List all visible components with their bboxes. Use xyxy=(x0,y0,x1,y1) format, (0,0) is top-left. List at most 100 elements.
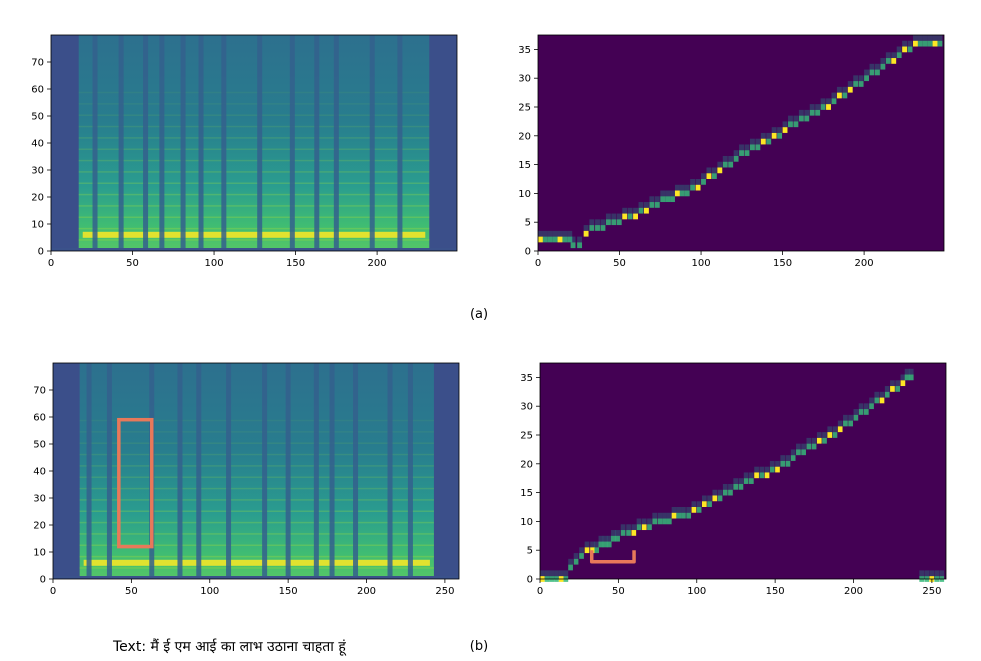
attention-glow xyxy=(902,40,908,47)
attention-cell xyxy=(679,190,685,197)
pause-column xyxy=(289,35,295,251)
attention-cell xyxy=(827,432,833,438)
attention-glow xyxy=(908,368,914,375)
attention-cell xyxy=(690,184,696,191)
attention-glow xyxy=(540,570,545,577)
attention-glow xyxy=(827,426,833,433)
attention-glow xyxy=(760,132,766,139)
attention-glow xyxy=(771,127,777,133)
attention-cell xyxy=(874,397,880,404)
attention-cell xyxy=(932,40,938,47)
attention-cell xyxy=(848,420,853,427)
attention-glow xyxy=(562,230,568,237)
x-tick-label: 250 xyxy=(435,586,454,597)
attention-cell xyxy=(801,449,806,456)
pause-column xyxy=(180,35,186,251)
attention-cell xyxy=(701,179,706,185)
attention-cell xyxy=(843,420,848,427)
attention-cell xyxy=(643,207,649,214)
attention-glow xyxy=(831,92,837,99)
plot-frame xyxy=(539,362,947,580)
attention-cell xyxy=(785,460,791,467)
attention-glow xyxy=(904,368,910,375)
pause-column xyxy=(159,35,165,251)
attention-cell xyxy=(790,455,796,461)
attention-glow xyxy=(611,213,617,220)
attention-cell xyxy=(567,236,573,243)
pause-column xyxy=(329,363,335,579)
harmonic-stripe xyxy=(79,533,434,535)
attention-cell xyxy=(728,161,734,168)
harmonic-stripe xyxy=(78,205,430,207)
attention-cell xyxy=(577,242,583,249)
attention-cell xyxy=(896,52,902,59)
y-tick-label: 30 xyxy=(518,74,531,85)
attention-glow xyxy=(822,432,827,438)
attention-glow xyxy=(647,518,652,525)
x-tick-label: 50 xyxy=(125,586,138,597)
attention-cell xyxy=(884,391,890,398)
attention-cell xyxy=(570,242,576,249)
attention-cell xyxy=(684,190,690,197)
y-tick-label: 0 xyxy=(40,575,46,586)
attention-glow xyxy=(775,460,780,467)
attention-glow xyxy=(848,414,853,421)
attention-glow xyxy=(590,541,595,548)
attention-glow xyxy=(701,495,707,502)
attention-glow xyxy=(884,386,890,392)
attention-cell xyxy=(676,512,682,519)
attention-glow xyxy=(728,483,733,490)
attention-cell xyxy=(759,472,765,479)
x-tick-label: 50 xyxy=(612,586,625,597)
attention-glow xyxy=(631,524,637,531)
attention-cell xyxy=(674,190,680,197)
attention-glow xyxy=(895,380,901,387)
x-tick-label: 200 xyxy=(855,258,874,269)
harmonic-stripe xyxy=(78,216,430,219)
harmonic-stripe xyxy=(78,182,430,184)
attention-glow xyxy=(602,535,608,542)
attention-glow xyxy=(880,58,886,64)
plot-frame xyxy=(537,34,945,252)
attention-glow xyxy=(932,35,938,41)
attention-cell xyxy=(793,121,799,128)
attention-cell xyxy=(842,92,848,99)
attention-cell xyxy=(743,478,749,484)
attention-cell xyxy=(557,236,563,243)
attention-glow xyxy=(937,35,943,41)
attention-cell xyxy=(733,483,739,490)
harmonic-stripe xyxy=(79,453,434,456)
attention-glow xyxy=(552,230,558,237)
attention-glow xyxy=(547,230,553,237)
attention-glow xyxy=(733,150,739,156)
y-tick-label: 10 xyxy=(31,220,44,231)
attention-cell xyxy=(538,236,543,243)
attention-cell xyxy=(739,150,744,156)
attention-cell xyxy=(879,397,885,404)
pause-column xyxy=(198,35,204,251)
mel-spectrogram-b: 0 50 100 150 200 250 0 10 20 30 40 50 60 70 xyxy=(33,362,460,597)
attention-glow xyxy=(722,155,728,162)
attention-glow xyxy=(717,489,723,496)
attention-glow xyxy=(615,530,620,536)
harmonic-stripe xyxy=(78,159,430,162)
pause-column xyxy=(397,35,403,251)
attention-glow xyxy=(853,75,859,82)
x-tick-label: 0 xyxy=(48,258,54,269)
attention-glow xyxy=(804,109,810,116)
attention-glow xyxy=(739,144,744,151)
attention-glow xyxy=(567,230,573,237)
attention-cell xyxy=(636,524,642,531)
attention-glow xyxy=(907,40,913,47)
harmonic-stripe xyxy=(78,125,430,128)
attention-glow xyxy=(927,35,933,41)
attention-cell xyxy=(744,150,750,156)
attention-glow xyxy=(869,397,874,404)
attention-cell xyxy=(711,173,717,179)
attention-glow xyxy=(676,507,682,513)
attention-glow xyxy=(864,69,869,76)
attention-cell xyxy=(584,547,590,554)
attention-glow xyxy=(837,420,843,427)
y-tick-label: 20 xyxy=(33,521,46,532)
